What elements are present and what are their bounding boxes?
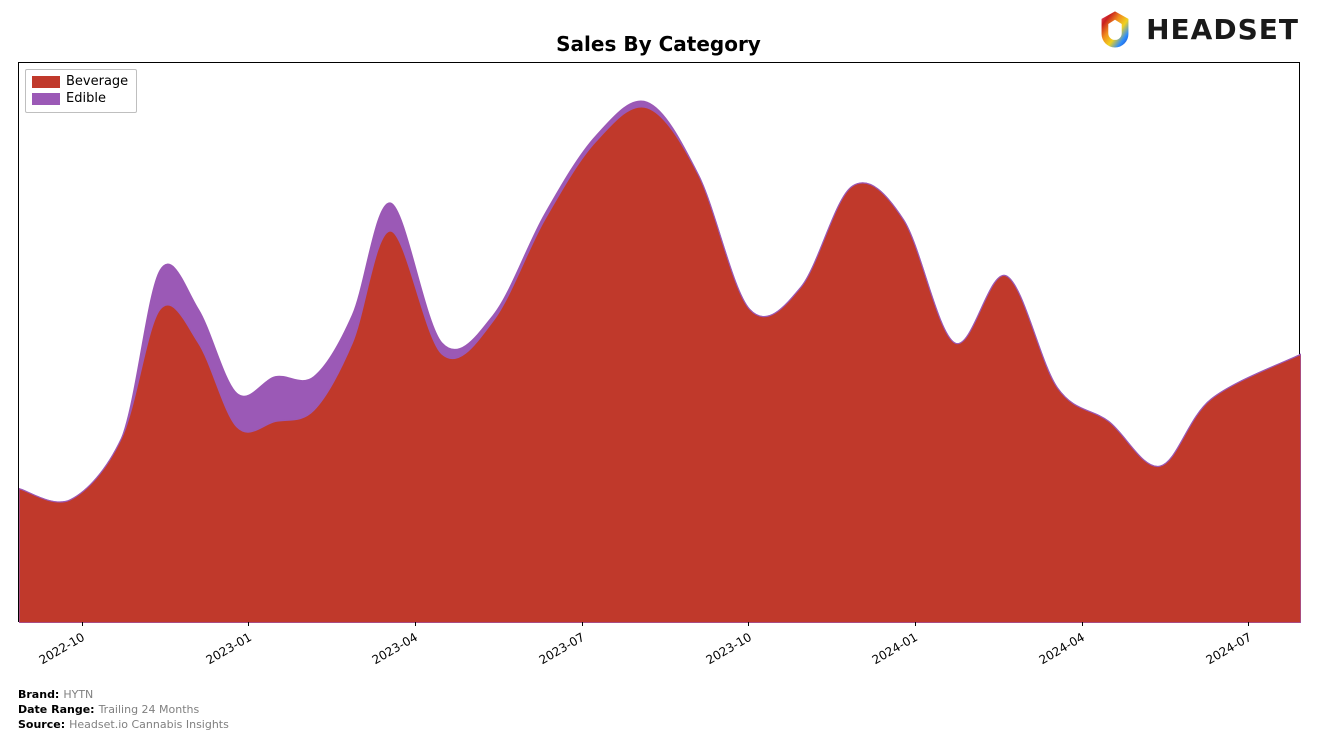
x-tick (748, 622, 749, 626)
x-tick-label: 2024-01 (870, 630, 920, 667)
x-tick (1082, 622, 1083, 626)
legend: Beverage Edible (25, 69, 137, 113)
footer-source: Source: Headset.io Cannabis Insights (18, 718, 229, 733)
x-tick (82, 622, 83, 626)
legend-item: Edible (32, 91, 128, 108)
x-tick-label: 2023-01 (203, 630, 253, 667)
headset-logo-icon (1094, 8, 1136, 50)
area-chart (19, 63, 1301, 623)
legend-item: Beverage (32, 74, 128, 91)
chart-footer: Brand: HYTN Date Range: Trailing 24 Months… (18, 688, 229, 733)
footer-label: Date Range: (18, 703, 95, 716)
x-tick-label: 2023-07 (537, 630, 587, 667)
x-tick-label: 2022-10 (37, 630, 87, 667)
x-tick (415, 622, 416, 626)
chart-canvas: Sales By Category HEADSET Beverage (0, 0, 1317, 739)
brand-logo-text: HEADSET (1146, 13, 1299, 46)
x-tick (915, 622, 916, 626)
footer-label: Brand: (18, 688, 59, 701)
footer-label: Source: (18, 718, 65, 731)
plot-area: Beverage Edible (18, 62, 1300, 622)
footer-value: HYTN (63, 688, 93, 701)
brand-logo: HEADSET (1094, 8, 1299, 50)
legend-swatch-beverage (32, 76, 60, 88)
footer-value: Trailing 24 Months (99, 703, 200, 716)
legend-swatch-edible (32, 93, 60, 105)
footer-brand: Brand: HYTN (18, 688, 229, 703)
x-tick (582, 622, 583, 626)
x-tick (1248, 622, 1249, 626)
x-tick-label: 2023-10 (703, 630, 753, 667)
x-tick (248, 622, 249, 626)
x-tick-label: 2023-04 (370, 630, 420, 667)
legend-label: Beverage (66, 74, 128, 91)
x-tick-label: 2024-07 (1203, 630, 1253, 667)
x-tick-label: 2024-04 (1037, 630, 1087, 667)
footer-value: Headset.io Cannabis Insights (69, 718, 229, 731)
legend-label: Edible (66, 91, 106, 108)
footer-date-range: Date Range: Trailing 24 Months (18, 703, 229, 718)
